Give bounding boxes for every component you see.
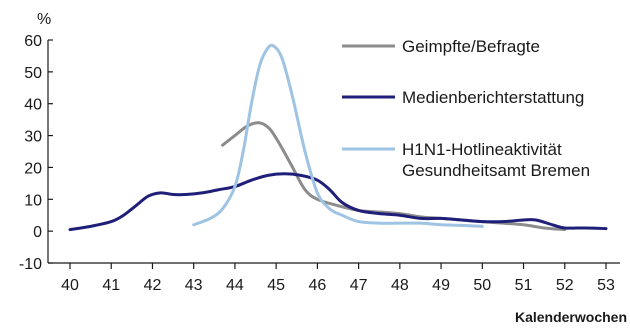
y-tick-label: 60 [24,33,42,50]
x-tick-label: 44 [226,277,244,294]
x-ticks: 40 41 42 43 44 45 46 47 48 49 50 51 52 53 [61,263,615,294]
legend-label: Geimpfte/Befragte [402,37,540,56]
y-tick-label: 50 [24,65,42,82]
y-axis-unit: % [37,11,51,28]
y-tick-label: 30 [24,129,42,146]
y-tick-label: 20 [24,160,42,177]
y-tick-label: -10 [19,256,42,273]
legend: Geimpfte/Befragte Medienberichterstattung… [342,37,590,180]
x-tick-label: 52 [556,277,574,294]
series-lines [68,43,608,232]
x-tick-label: 47 [350,277,368,294]
x-tick-label: 50 [473,277,491,294]
series-h1n1-hotline-line [192,43,484,228]
x-tick-label: 45 [267,277,285,294]
y-tick-label: 0 [33,224,42,241]
y-tick-label: 40 [24,97,42,114]
x-tick-label: 53 [597,277,615,294]
y-ticks: -10 0 10 20 30 40 50 60 [19,33,53,273]
x-axis-title: Kalenderwochen [515,309,627,325]
legend-label: Medienberichterstattung [402,88,584,107]
x-tick-label: 51 [515,277,533,294]
series-medienberichterstattung-line [68,172,608,232]
x-tick-label: 42 [144,277,162,294]
legend-label: Gesundheitsamt Bremen [402,161,590,180]
y-tick-label: 10 [24,192,42,209]
plot-area: -10 0 10 20 30 40 50 60 40 41 42 43 44 45 46 47 48 49 50 5… [19,33,620,294]
x-tick-label: 43 [185,277,203,294]
x-tick-label: 49 [432,277,450,294]
x-tick-label: 41 [102,277,120,294]
x-tick-label: 46 [308,277,326,294]
x-tick-label: 48 [391,277,409,294]
x-tick-label: 40 [61,277,79,294]
legend-label: H1N1-Hotlineaktivität [402,140,562,159]
